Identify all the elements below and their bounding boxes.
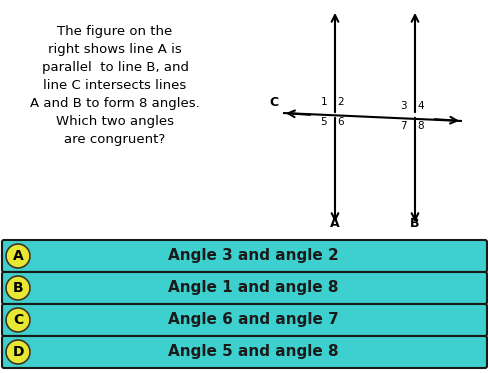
Text: 3: 3 xyxy=(400,101,406,111)
Text: 6: 6 xyxy=(336,117,343,127)
Text: 7: 7 xyxy=(400,121,406,131)
Text: B: B xyxy=(409,217,419,230)
Text: Angle 1 and angle 8: Angle 1 and angle 8 xyxy=(167,280,338,295)
FancyBboxPatch shape xyxy=(2,336,486,368)
FancyBboxPatch shape xyxy=(2,240,486,272)
Text: 4: 4 xyxy=(416,101,423,111)
Text: C: C xyxy=(268,96,278,109)
Text: A: A xyxy=(329,217,339,230)
Text: The figure on the
right shows line A is
parallel  to line B, and
line C intersec: The figure on the right shows line A is … xyxy=(30,25,200,146)
Text: 2: 2 xyxy=(336,97,343,107)
Circle shape xyxy=(6,244,30,268)
Text: Angle 6 and angle 7: Angle 6 and angle 7 xyxy=(167,313,338,327)
Text: C: C xyxy=(13,313,23,327)
Circle shape xyxy=(6,308,30,332)
Text: A: A xyxy=(13,249,23,263)
Text: 5: 5 xyxy=(320,117,326,127)
Text: 1: 1 xyxy=(320,97,326,107)
Text: B: B xyxy=(13,281,23,295)
Text: Angle 3 and angle 2: Angle 3 and angle 2 xyxy=(167,248,338,263)
Text: D: D xyxy=(12,345,24,359)
FancyBboxPatch shape xyxy=(2,304,486,336)
Text: Angle 5 and angle 8: Angle 5 and angle 8 xyxy=(167,345,338,360)
Text: 8: 8 xyxy=(416,121,423,131)
FancyBboxPatch shape xyxy=(2,272,486,304)
Circle shape xyxy=(6,276,30,300)
Circle shape xyxy=(6,340,30,364)
